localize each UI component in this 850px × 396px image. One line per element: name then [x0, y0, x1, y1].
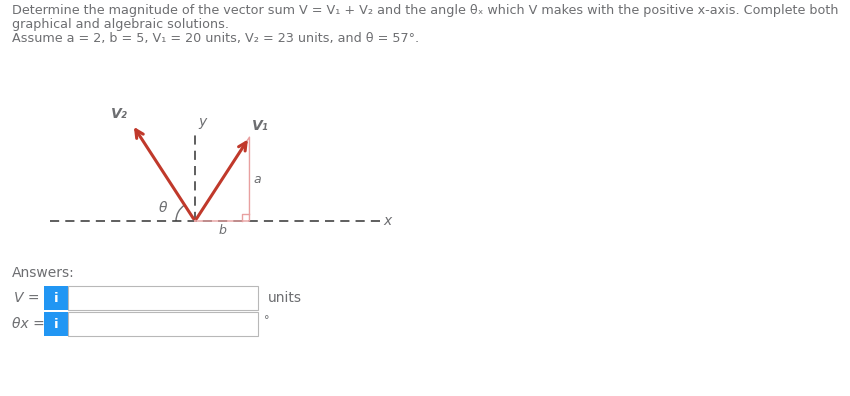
Text: V₂: V₂ — [110, 107, 128, 120]
Text: °: ° — [264, 315, 269, 325]
Text: Assume a = 2, b = 5, V₁ = 20 units, V₂ = 23 units, and θ = 57°.: Assume a = 2, b = 5, V₁ = 20 units, V₂ =… — [12, 32, 419, 45]
Text: b: b — [218, 224, 226, 237]
Text: x: x — [383, 214, 391, 228]
Text: i: i — [54, 318, 59, 331]
Text: units: units — [268, 291, 302, 305]
Text: graphical and algebraic solutions.: graphical and algebraic solutions. — [12, 18, 229, 31]
Bar — [44, 286, 68, 310]
Text: V₁: V₁ — [252, 119, 269, 133]
Text: i: i — [54, 291, 59, 305]
Text: Answers:: Answers: — [12, 266, 75, 280]
Text: θ: θ — [158, 201, 167, 215]
Bar — [68, 312, 258, 336]
Text: V =: V = — [14, 291, 39, 305]
Bar — [68, 286, 258, 310]
Text: θx =: θx = — [12, 317, 45, 331]
Text: a: a — [253, 173, 261, 186]
Bar — [44, 312, 68, 336]
Text: y: y — [198, 115, 207, 129]
Text: Determine the magnitude of the vector sum V = V₁ + V₂ and the angle θₓ which V m: Determine the magnitude of the vector su… — [12, 4, 838, 17]
